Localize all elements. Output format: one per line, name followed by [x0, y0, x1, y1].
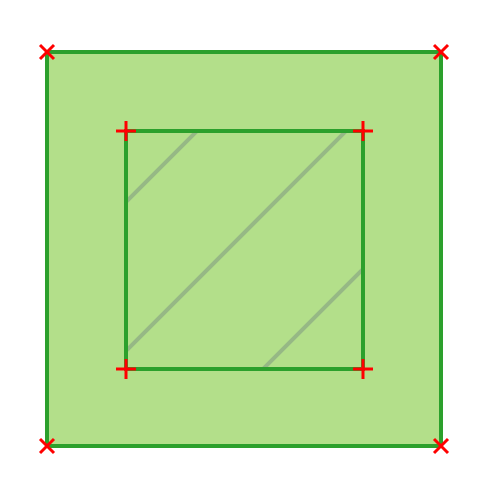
inner-hatch-pattern [126, 131, 363, 369]
outer-vertex-top-left-marker [38, 43, 56, 61]
outer-vertex-markers [38, 43, 450, 455]
hatch-line [126, 131, 199, 204]
inner-vertex-top-left-marker [116, 121, 136, 141]
outer-square [45, 50, 443, 448]
inner-square [124, 129, 365, 371]
hatch-line [126, 131, 348, 353]
hatch-line [261, 267, 363, 369]
outer-vertex-bottom-left-marker [38, 437, 56, 455]
outer-vertex-bottom-right-marker [432, 437, 450, 455]
inner-vertex-bottom-left-marker [116, 359, 136, 379]
inner-vertex-top-right-marker [353, 121, 373, 141]
inner-vertex-bottom-right-marker [353, 359, 373, 379]
outer-vertex-top-right-marker [432, 43, 450, 61]
inner-vertex-markers [116, 121, 373, 379]
